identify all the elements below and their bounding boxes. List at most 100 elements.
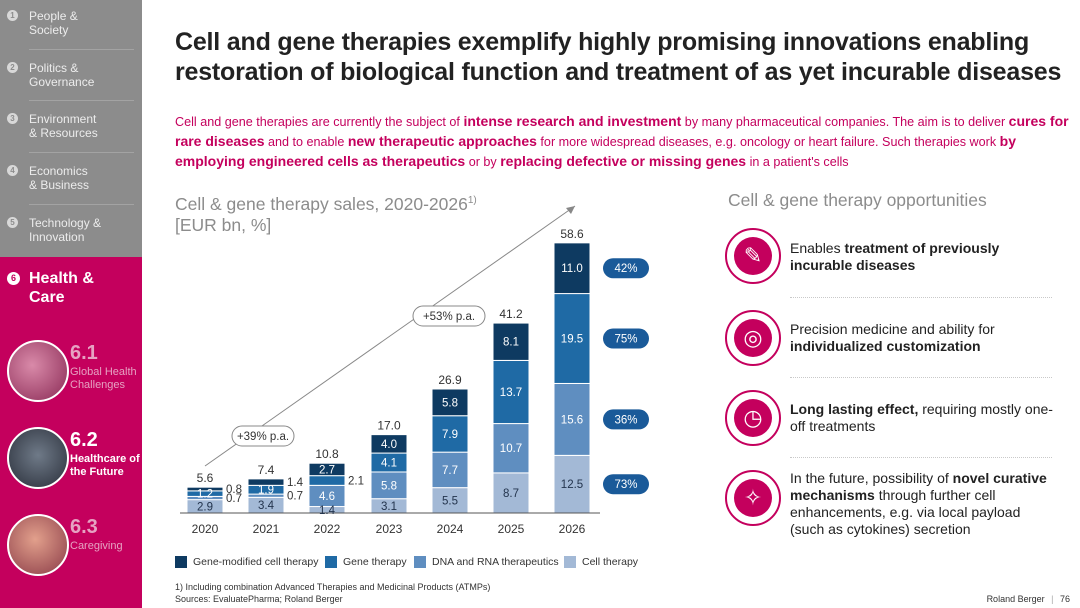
opp-pre: In the future, possibility of xyxy=(790,470,953,486)
segment-value-label: 3.1 xyxy=(381,501,397,513)
segment-value-label: 12.5 xyxy=(561,479,583,491)
opp-bold: novel curative mechanisms xyxy=(790,470,1047,503)
brand-footer: Roland Berger | 76 xyxy=(987,594,1070,604)
legend-label: Gene-modified cell therapy xyxy=(193,556,319,568)
intro-text: and to enable xyxy=(264,135,348,149)
x-tick-label: 2022 xyxy=(314,522,341,536)
nav-label: Economics & Business xyxy=(29,164,90,192)
growth-rate-late-label: +53% p.a. xyxy=(423,311,475,323)
segment-value-label: 10.7 xyxy=(500,443,522,455)
intro-highlight: cures for rare diseases xyxy=(175,113,1069,149)
opportunities-title: Cell & gene therapy opportunities xyxy=(728,190,987,210)
segment-value-label: 5.8 xyxy=(381,480,397,492)
legend-label: DNA and RNA therapeutics xyxy=(432,556,559,568)
subnav-global-health[interactable]: 6.1 Global Health Challenges xyxy=(0,340,142,430)
footnote-block: 1) Including combination Advanced Therap… xyxy=(175,581,490,605)
opportunity-divider xyxy=(790,377,1052,378)
legend-swatch xyxy=(414,556,426,568)
bar-segment-gene xyxy=(308,475,346,486)
intro-paragraph: Cell and gene therapies are currently th… xyxy=(175,112,1070,172)
segment-value-label: 1.2 xyxy=(197,489,213,501)
legend-label: Cell therapy xyxy=(582,556,639,568)
brand-divider: | xyxy=(1051,594,1054,604)
legend-swatch xyxy=(325,556,337,568)
stopwatch-icon: ◷ xyxy=(725,390,781,446)
lightbulb-icon: ✧ xyxy=(725,470,781,526)
intro-text: or by xyxy=(465,155,501,169)
subnav-number: 6.2 xyxy=(70,429,98,451)
bar-total-label: 10.8 xyxy=(315,447,339,461)
nav-number-badge: 6 xyxy=(7,272,20,285)
bar-segment-gene_modified xyxy=(308,462,346,477)
brand-name: Roland Berger xyxy=(986,594,1045,604)
cagr-pill xyxy=(603,474,649,495)
x-tick-label: 2024 xyxy=(437,522,464,536)
opportunity-text: Precision medicine and ability for indiv… xyxy=(790,321,1055,355)
lightbulb-glyph: ✧ xyxy=(734,479,772,517)
chart-title-line1: Cell & gene therapy sales, 2020-2026 xyxy=(175,193,468,214)
syringe-icon: ✎ xyxy=(725,228,781,284)
cagr-pill xyxy=(603,328,649,349)
segment-value-label: 8.1 xyxy=(503,337,519,349)
bar-segment-dna_rna xyxy=(492,423,530,474)
healthcare-future-thumbnail xyxy=(7,427,69,489)
nav-number-badge: 3 xyxy=(7,113,18,124)
bar-total-label: 5.6 xyxy=(197,471,214,485)
cagr-label: 42% xyxy=(614,263,637,275)
opportunity-divider xyxy=(790,457,1052,458)
intro-highlight: by employing engineered cells as therape… xyxy=(175,133,1016,169)
stopwatch-glyph: ◷ xyxy=(734,399,772,437)
opportunity-text: Long lasting effect, requiring mostly on… xyxy=(790,401,1055,435)
nav-label: Politics & Governance xyxy=(29,61,95,89)
nav-number-badge: 5 xyxy=(7,217,18,228)
bar-segment-gene_modified xyxy=(186,486,224,492)
segment-value-label: 19.5 xyxy=(561,334,583,346)
subnav-label: Global Health Challenges xyxy=(70,366,137,391)
nav-label: People & Society xyxy=(29,9,78,37)
subnav-caregiving[interactable]: 6.3 Caregiving xyxy=(0,514,142,604)
subnav-healthcare-future[interactable]: 6.2 Healthcare of the Future xyxy=(0,427,142,517)
intro-text: Cell and gene therapies are currently th… xyxy=(175,115,464,129)
segment-value-label: 15.6 xyxy=(561,414,583,426)
opp-post: requiring mostly one-off treatments xyxy=(790,401,1053,434)
sidebar: 1 People & Society 2 Politics & Governan… xyxy=(0,0,142,608)
cagr-pill xyxy=(603,258,649,279)
nav-divider xyxy=(29,152,134,153)
syringe-glyph: ✎ xyxy=(734,237,772,275)
intro-highlight: new therapeutic approaches xyxy=(347,133,537,149)
bar-total-label: 26.9 xyxy=(438,373,462,387)
segment-value-label: 0.7 xyxy=(287,491,303,503)
segment-value-label: 7.9 xyxy=(442,429,458,441)
chart-title-footnote-ref: 1) xyxy=(467,195,477,206)
subnav-number: 6.1 xyxy=(70,342,98,364)
bar-segment-gene_modified xyxy=(492,322,530,361)
segment-value-label: 4.1 xyxy=(381,458,397,470)
segment-value-label: 11.0 xyxy=(561,263,583,275)
segment-value-label: 5.8 xyxy=(442,397,458,409)
segment-value-label: 13.7 xyxy=(500,387,522,399)
bar-segment-gene_modified xyxy=(553,242,591,295)
growth-arrow-line xyxy=(204,205,576,467)
x-tick-label: 2021 xyxy=(253,522,280,536)
growth-arrow-head xyxy=(566,206,575,214)
subnav-label: Healthcare of the Future xyxy=(70,453,140,478)
nav-health-care-active[interactable]: 6 Health & Care 6.1 Global Health Challe… xyxy=(0,257,142,608)
nav-label: Environment & Resources xyxy=(29,112,98,140)
caregiving-thumbnail xyxy=(7,514,69,576)
intro-text: in a patient's cells xyxy=(746,155,849,169)
cagr-label: 36% xyxy=(614,414,637,426)
growth-rate-late-pill xyxy=(412,305,486,327)
segment-value-label: 2.7 xyxy=(319,464,335,476)
subnav-number: 6.3 xyxy=(70,516,98,538)
sources: Sources: EvaluatePharma; Roland Berger xyxy=(175,594,343,604)
bar-segment-gene_modified xyxy=(431,388,469,417)
growth-rate-early-pill xyxy=(231,425,295,447)
nav-label: Health & Care xyxy=(29,270,94,306)
legend-swatch xyxy=(175,556,187,568)
segment-value-label: 8.7 xyxy=(503,488,519,500)
nav-divider xyxy=(29,49,134,50)
bar-segment-dna_rna xyxy=(553,382,591,456)
segment-value-label: 4.0 xyxy=(381,439,397,451)
opp-bold: individualized customization xyxy=(790,338,981,354)
bar-segment-dna_rna xyxy=(370,471,408,500)
